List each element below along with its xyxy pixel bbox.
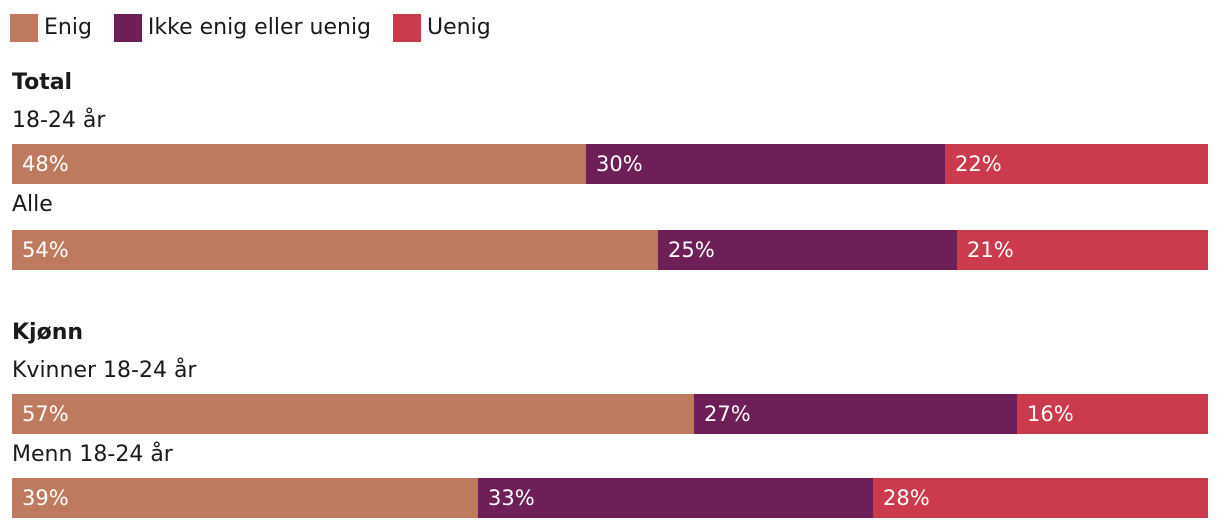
bar-segment: 16% (1017, 394, 1208, 434)
bar-segment: 28% (873, 478, 1208, 518)
stacked-bar: 57% 27% 16% (12, 394, 1208, 434)
bar-segment: 21% (957, 230, 1208, 270)
legend-item: Uenig (393, 14, 491, 42)
data-label: 21% (967, 238, 1014, 262)
row-label: Menn 18-24 år (12, 442, 173, 467)
stacked-bar: 39% 33% 28% (12, 478, 1208, 518)
data-label: 57% (22, 402, 69, 426)
legend-swatch (393, 14, 422, 42)
data-label: 28% (883, 486, 930, 510)
row-label: Alle (12, 192, 53, 217)
bar-segment: 54% (12, 230, 658, 270)
data-label: 22% (955, 152, 1002, 176)
chart-legend: Enig Ikke enig eller uenig Uenig (10, 12, 513, 44)
legend-label: Ikke enig eller uenig (147, 15, 372, 40)
data-label: 16% (1027, 402, 1074, 426)
bar-segment: 33% (478, 478, 873, 518)
legend-item: Enig (10, 14, 92, 42)
legend-item: Ikke enig eller uenig (113, 14, 372, 42)
bar-segment: 27% (694, 394, 1017, 434)
bar-segment: 48% (12, 144, 586, 184)
data-label: 54% (22, 238, 69, 262)
bar-segment: 22% (945, 144, 1208, 184)
data-label: 27% (704, 402, 751, 426)
bar-segment: 39% (12, 478, 478, 518)
data-label: 33% (488, 486, 535, 510)
data-label: 25% (668, 238, 715, 262)
group-title: Kjønn (12, 320, 84, 345)
data-label: 48% (22, 152, 69, 176)
legend-label: Enig (44, 15, 92, 40)
bar-segment: 30% (586, 144, 945, 184)
legend-swatch (113, 14, 142, 42)
bar-segment: 57% (12, 394, 694, 434)
group-title: Total (12, 70, 73, 95)
bar-segment: 25% (658, 230, 957, 270)
legend-label: Uenig (427, 15, 491, 40)
row-label: Kvinner 18-24 år (12, 358, 197, 383)
stacked-bar: 48% 30% 22% (12, 144, 1208, 184)
row-label: 18-24 år (12, 108, 106, 133)
stacked-bar: 54% 25% 21% (12, 230, 1208, 270)
data-label: 30% (596, 152, 643, 176)
legend-swatch (10, 14, 38, 42)
data-label: 39% (22, 486, 69, 510)
